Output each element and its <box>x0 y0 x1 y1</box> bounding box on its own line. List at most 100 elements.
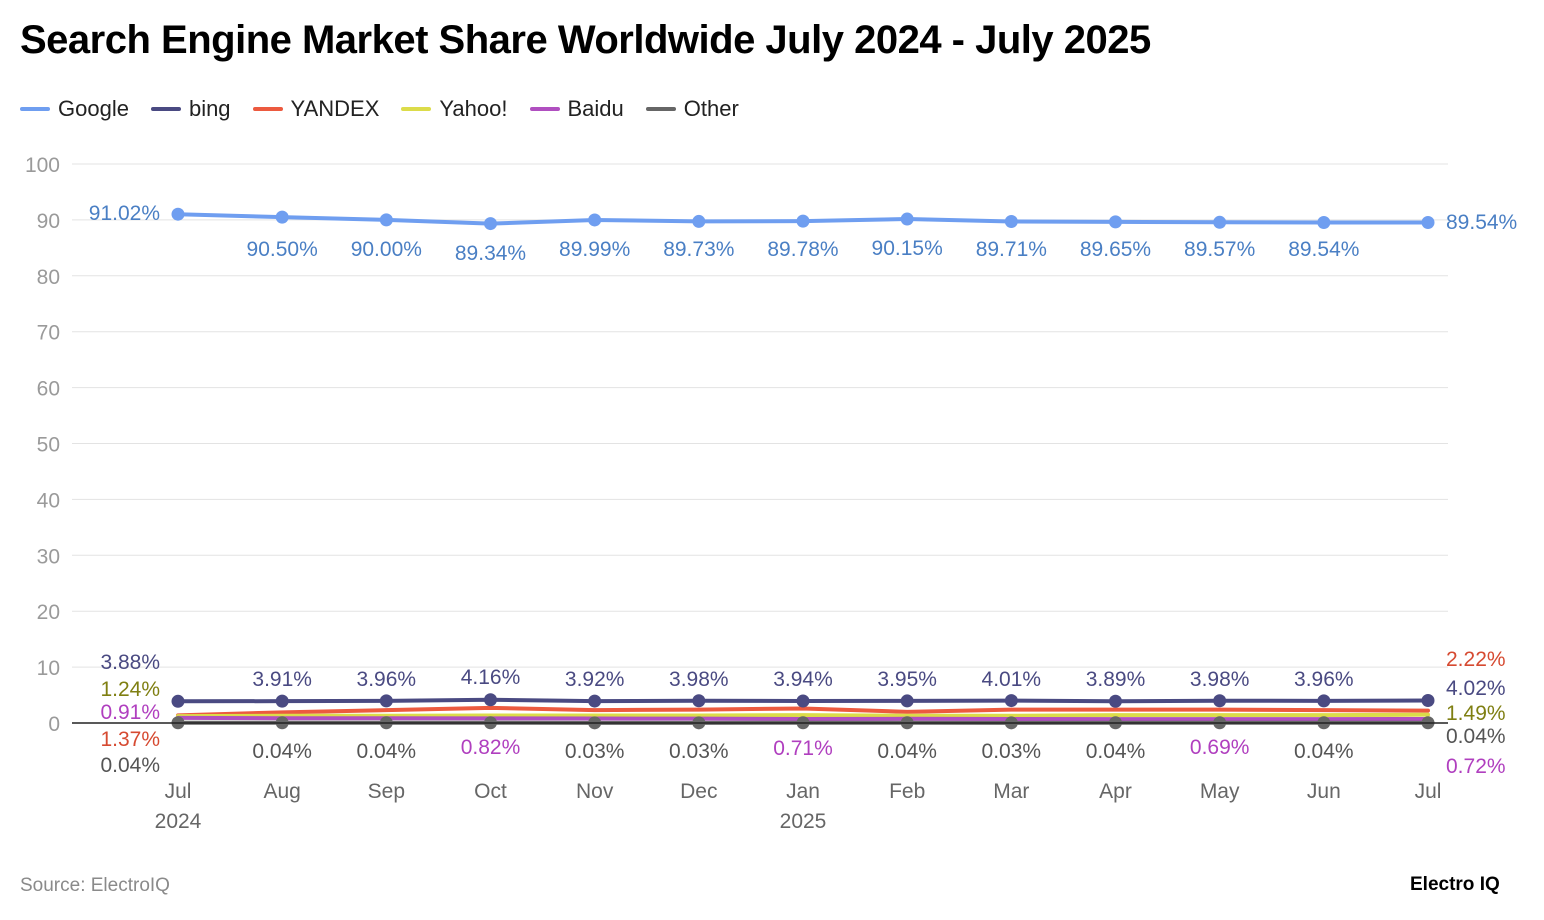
data-point-bing <box>484 693 497 707</box>
data-label-bing: 3.92% <box>565 668 625 691</box>
data-point-google <box>171 207 185 221</box>
series-line-yandex <box>176 705 1430 718</box>
data-point-bing <box>796 694 810 708</box>
x-tick-label: Aug <box>263 780 300 803</box>
y-tick-label: 60 <box>37 378 60 401</box>
data-label-bing: 3.95% <box>877 668 937 691</box>
data-label-google: 89.99% <box>559 238 630 261</box>
y-tick-label: 10 <box>37 657 60 680</box>
y-tick-label: 100 <box>25 154 60 177</box>
legend-item-other[interactable]: Other <box>645 96 739 122</box>
legend-label: Google <box>58 96 129 121</box>
legend-item-google[interactable]: Google <box>20 96 129 122</box>
legend-label: Yahoo! <box>439 96 508 121</box>
data-label-other: 0.04% <box>877 740 937 763</box>
data-label-other: 0.04% <box>1446 725 1506 748</box>
legend-item-baidu[interactable]: Baidu <box>529 96 624 122</box>
data-label-bing: 4.02% <box>1446 677 1506 700</box>
data-label-bing: 3.94% <box>773 668 833 691</box>
data-point-google <box>379 213 393 227</box>
data-point-google <box>1317 215 1331 229</box>
data-point-bing <box>1213 694 1227 708</box>
data-point-google <box>900 212 914 226</box>
x-tick-year: 2024 <box>155 810 202 833</box>
data-point-google <box>1109 215 1122 229</box>
x-tick-label: Jan <box>786 780 820 803</box>
data-point-google <box>1213 215 1227 229</box>
data-label-bing: 3.88% <box>100 651 160 674</box>
legend-swatch <box>20 107 50 111</box>
data-label-bing: 3.89% <box>1086 668 1146 691</box>
legend-label: bing <box>188 96 231 121</box>
data-point-bing <box>900 694 914 708</box>
data-label-other: 0.03% <box>565 740 625 763</box>
x-tick-year: 2025 <box>780 810 827 833</box>
legend-item-yandex[interactable]: YANDEX <box>252 96 380 122</box>
x-tick-label: Oct <box>474 780 507 803</box>
data-point-bing <box>1109 694 1122 708</box>
data-label-other: 0.04% <box>100 754 160 777</box>
legend-swatch <box>150 107 181 111</box>
data-label-bing: 3.96% <box>1294 668 1354 691</box>
data-label-google: 89.65% <box>1080 238 1151 261</box>
legend-swatch <box>529 107 560 111</box>
source-note: Source: ElectroIQ <box>20 875 170 896</box>
legend-swatch <box>252 107 283 111</box>
legend-swatch <box>401 107 432 111</box>
y-tick-label: 90 <box>37 210 60 233</box>
data-point-bing <box>1421 694 1435 708</box>
y-tick-label: 70 <box>37 322 60 345</box>
data-label-yandex: 2.22% <box>1446 648 1506 671</box>
y-tick-label: 30 <box>37 545 60 568</box>
x-tick-label: Apr <box>1099 780 1132 803</box>
data-point-google <box>796 214 810 228</box>
data-label-baidu: 0.71% <box>773 737 833 760</box>
y-tick-label: 80 <box>37 266 60 289</box>
data-label-google: 89.71% <box>976 238 1047 261</box>
data-label-google: 89.73% <box>663 238 734 261</box>
data-label-baidu: 0.91% <box>100 701 160 724</box>
data-label-yandex: 1.37% <box>100 728 160 751</box>
legend-label: YANDEX <box>290 96 380 121</box>
chart-legend: Google bing YANDEX Yahoo! Baidu Other <box>20 96 761 122</box>
data-label-google: 90.50% <box>247 238 318 261</box>
data-label-bing: 3.98% <box>1190 668 1250 691</box>
brand-logo: Electro IQ <box>1410 874 1500 895</box>
data-point-bing <box>275 694 289 708</box>
data-label-bing: 3.98% <box>669 668 729 691</box>
data-label-google: 90.15% <box>872 237 943 260</box>
data-point-google <box>1004 215 1018 229</box>
legend-swatch <box>645 107 676 111</box>
y-tick-label: 0 <box>48 713 60 736</box>
legend-item-bing[interactable]: bing <box>150 96 231 122</box>
data-label-baidu: 0.82% <box>461 736 521 759</box>
data-label-google: 90.00% <box>351 238 422 261</box>
data-label-google: 89.34% <box>455 242 526 265</box>
x-tick-label: Mar <box>993 780 1029 803</box>
data-point-google <box>692 214 706 228</box>
data-label-baidu: 0.69% <box>1190 736 1250 759</box>
legend-item-yahoo[interactable]: Yahoo! <box>401 96 508 122</box>
data-label-bing: 4.16% <box>461 666 521 689</box>
data-point-google <box>1421 215 1435 229</box>
data-point-bing <box>1004 694 1018 708</box>
data-point-bing <box>171 694 185 708</box>
data-label-other: 0.04% <box>1294 740 1354 763</box>
data-label-google: 89.54% <box>1446 211 1517 234</box>
x-tick-label: Jul <box>165 780 192 803</box>
x-tick-label: Sep <box>368 780 405 803</box>
series-line-yahoo <box>176 712 1430 719</box>
y-tick-label: 20 <box>37 601 60 624</box>
x-tick-label: Feb <box>889 780 925 803</box>
x-tick-label: Jul <box>1415 780 1442 803</box>
data-label-google: 89.78% <box>767 238 838 261</box>
line-chart: 0 10 20 30 40 50 60 70 80 90 100 Jul 2024 Aug Sep Oct No… <box>25 154 1517 833</box>
data-label-other: 0.04% <box>252 740 312 763</box>
data-label-yahoo: 1.49% <box>1446 702 1506 725</box>
data-label-other: 0.04% <box>357 740 417 763</box>
x-tick-label: Jun <box>1307 780 1341 803</box>
data-label-bing: 3.91% <box>252 668 312 691</box>
chart-title: Search Engine Market Share Worldwide Jul… <box>20 18 1151 62</box>
data-label-bing: 3.96% <box>357 668 417 691</box>
data-point-google <box>588 213 602 227</box>
